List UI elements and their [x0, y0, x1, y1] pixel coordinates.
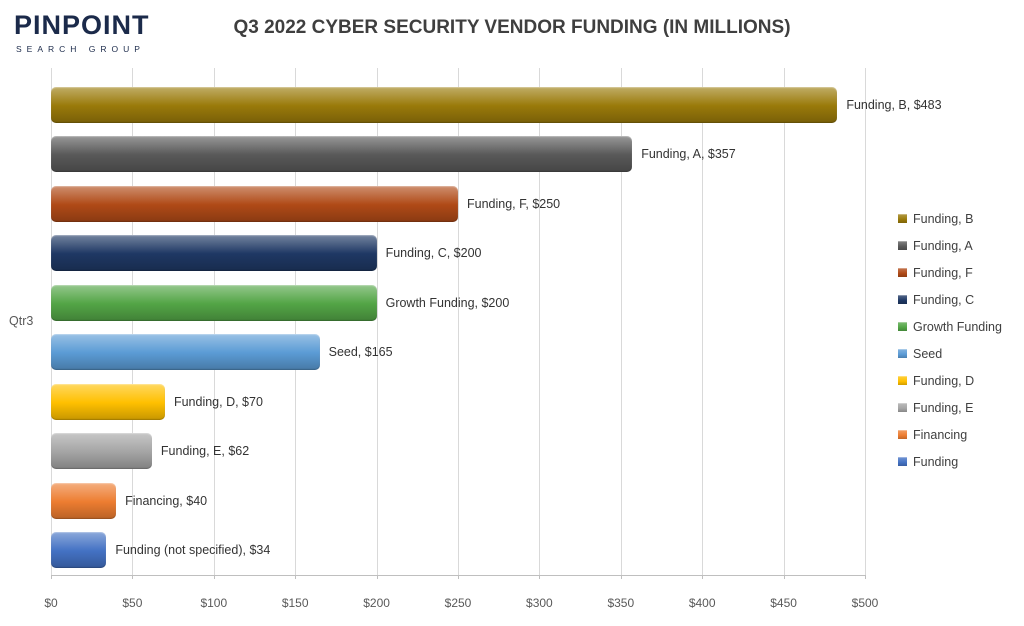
legend-swatch [898, 376, 907, 385]
x-axis-tick-mark [458, 575, 459, 579]
gridline [539, 68, 541, 575]
bar-funding-f [51, 185, 458, 222]
bar-data-label: Funding, B, $483 [846, 97, 942, 112]
bar-data-label: Funding, A, $357 [641, 147, 736, 162]
bar-data-label: Funding, D, $70 [173, 394, 263, 409]
legend-item-funding-c: Funding, C [898, 286, 1002, 313]
gridline [376, 68, 378, 575]
x-axis-tick-label: $50 [122, 596, 143, 610]
bar-financing [51, 482, 117, 519]
legend-label: Growth Funding [913, 319, 1002, 334]
x-axis-tick-label: $500 [851, 596, 879, 610]
plot-area: Funding, B, $483 Funding, A, $357 Funding,… [51, 68, 942, 575]
legend-swatch [898, 349, 907, 358]
x-axis-tick-mark [865, 575, 866, 579]
x-axis-tick-mark [132, 575, 134, 579]
legend-item-seed: Seed [898, 340, 1002, 367]
bar-funding-b [51, 86, 838, 123]
x-axis-tick-mark [539, 575, 541, 579]
legend-label: Funding, D [913, 373, 975, 388]
x-axis-tick-label: $300 [526, 596, 553, 610]
legend-swatch [898, 457, 907, 466]
legend-swatch [898, 268, 907, 277]
x-axis-tick-label: $350 [607, 596, 635, 610]
x-axis-tick-mark [620, 575, 622, 579]
bar-funding-c [51, 235, 377, 272]
gridline [620, 68, 622, 575]
legend-label: Funding, C [913, 292, 975, 307]
x-axis-tick-mark [376, 575, 378, 579]
x-axis-tick-mark [783, 575, 785, 579]
gridline [458, 68, 459, 575]
legend-label: Funding, A [913, 238, 973, 253]
gridline [702, 68, 704, 575]
x-axis-tick-label: $400 [688, 596, 716, 610]
gridline [51, 68, 52, 575]
legend-label: Funding [913, 454, 959, 469]
gridline [132, 68, 134, 575]
chart-title: Q3 2022 CYBER SECURITY VENDOR FUNDING (I… [233, 17, 791, 38]
legend-swatch [898, 241, 907, 250]
legend-item-funding-e: Funding, E [898, 394, 1002, 421]
legend-item-funding-d: Funding, D [898, 367, 1002, 394]
bar-data-label: Financing, $40 [125, 493, 208, 508]
bar-data-label: Funding (not specified), $34 [115, 543, 271, 558]
logo-brand-text: PINPOINT [14, 10, 150, 40]
gridline [213, 68, 215, 575]
legend: Funding, B Funding, A Funding, F Funding, C… [898, 205, 1002, 475]
pinpoint-logo: PINPOINT SEARCH GROUP [14, 10, 150, 54]
gridline [865, 68, 866, 575]
bar-data-label: Seed, $165 [328, 345, 393, 360]
gridline [295, 68, 297, 575]
bar-seed [51, 334, 320, 371]
legend-label: Seed [913, 346, 943, 361]
x-axis-tick-mark [213, 575, 215, 579]
legend-label: Funding, B [913, 211, 974, 226]
bar-funding-e [51, 433, 152, 470]
x-axis-tick-mark [702, 575, 704, 579]
bar-data-label: Funding, F, $250 [467, 196, 561, 211]
x-axis-tick-mark [51, 575, 52, 579]
legend-swatch [898, 322, 907, 331]
legend-swatch [898, 214, 907, 223]
x-axis-tick-label: $0 [44, 596, 58, 610]
legend-label: Financing [913, 427, 968, 442]
bar-funding-a [51, 136, 633, 173]
legend-item-financing: Financing [898, 421, 1002, 448]
x-axis-tick-label: $250 [444, 596, 472, 610]
legend-item-growth-funding: Growth Funding [898, 313, 1002, 340]
bar-growth-funding [51, 284, 377, 321]
legend-label: Funding, E [913, 400, 974, 415]
legend-swatch [898, 403, 907, 412]
x-axis-tick-label: $150 [281, 596, 309, 610]
legend-item-funding-b: Funding, B [898, 205, 1002, 232]
gridline [783, 68, 785, 575]
legend-item-funding: Funding [898, 448, 1002, 475]
x-axis-tick-mark [295, 575, 297, 579]
category-axis-label: Qtr3 [9, 314, 34, 328]
legend-item-funding-a: Funding, A [898, 232, 1002, 259]
bar-data-label: Funding, C, $200 [385, 246, 482, 261]
legend-label: Funding, F [913, 265, 973, 280]
bar-funding-d [51, 383, 165, 420]
x-axis-tick-label: $200 [363, 596, 390, 610]
bar-funding [51, 532, 107, 569]
x-axis-tick-label: $100 [200, 596, 228, 610]
bar-data-label: Growth Funding, $200 [385, 295, 510, 310]
legend-item-funding-f: Funding, F [898, 259, 1002, 286]
legend-swatch [898, 430, 907, 439]
legend-swatch [898, 295, 907, 304]
bar-data-label: Funding, E, $62 [160, 444, 250, 459]
x-axis-tick-label: $450 [770, 596, 797, 610]
logo-subtitle-text: SEARCH GROUP [16, 44, 145, 54]
